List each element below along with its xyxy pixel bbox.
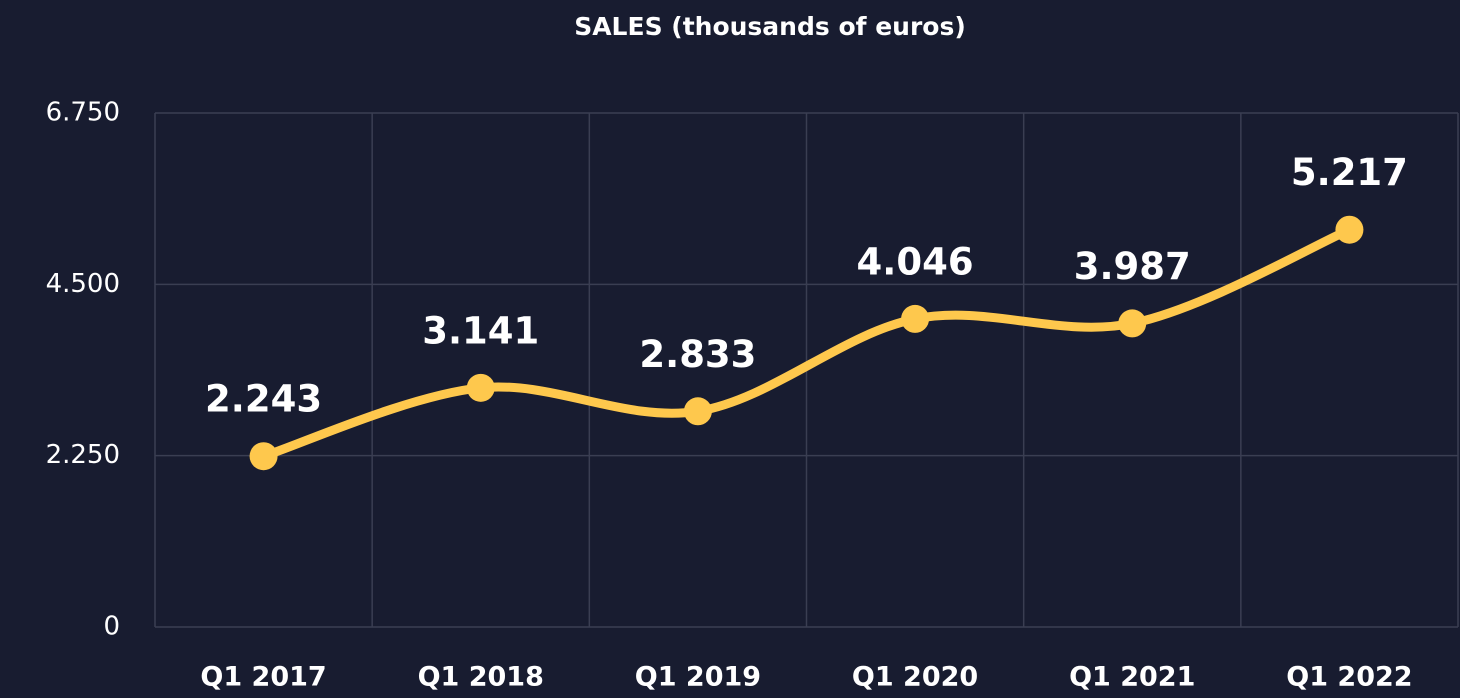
point [249,442,278,471]
x-tick-label: Q1 2019 [635,662,761,693]
chart-title: SALES (thousands of euros) [574,12,966,41]
x-tick-label: Q1 2020 [852,662,978,693]
x-tick-label: Q1 2022 [1286,662,1412,693]
data-label: 3.987 [1074,245,1191,288]
data-label: 5.217 [1291,151,1408,194]
x-tick-label: Q1 2018 [418,662,544,693]
y-tick-label: 4.500 [46,269,120,299]
point [901,304,930,333]
x-tick-label: Q1 2017 [200,662,326,693]
data-label: 2.243 [205,378,322,421]
point [1118,309,1147,338]
y-tick-label: 0 [103,612,120,642]
data-label: 4.046 [857,240,974,283]
line [259,225,1354,461]
data-label: 3.141 [422,309,539,352]
point [466,373,495,402]
point [1335,215,1364,244]
data-label: 2.833 [639,333,756,376]
y-tick-label: 2.250 [46,440,120,470]
y-tick-label: 6.750 [46,98,120,128]
point [683,397,712,426]
x-tick-label: Q1 2021 [1069,662,1195,693]
